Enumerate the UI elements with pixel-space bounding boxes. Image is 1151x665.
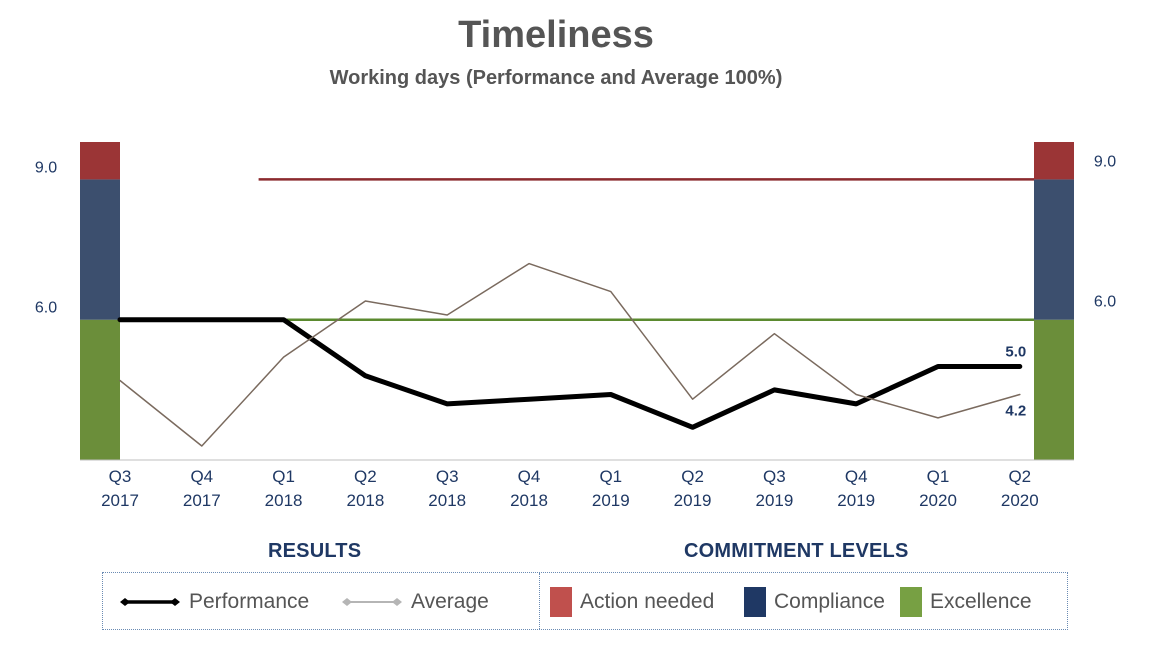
x-tick-quarter-10: Q1 <box>927 467 950 486</box>
compliance-legend-label: Compliance <box>774 590 885 613</box>
action-needed-swatch <box>550 587 572 617</box>
band-right-compliance <box>1034 179 1074 320</box>
x-tick-year-1: 2017 <box>183 491 221 510</box>
x-tick-year-5: 2018 <box>510 491 548 510</box>
legend-excellence: Excellence <box>900 573 1032 631</box>
x-tick-year-10: 2020 <box>919 491 957 510</box>
series-line-average <box>119 262 1021 447</box>
x-tick-year-4: 2018 <box>428 491 466 510</box>
performance-line-icon <box>120 598 180 606</box>
x-tick-year-2: 2018 <box>265 491 303 510</box>
legend-box: Performance Average Action needed Compli… <box>102 572 1068 630</box>
x-tick-year-0: 2017 <box>101 491 139 510</box>
y-tick-right-9.0: 9.0 <box>1094 153 1116 170</box>
average-legend-label: Average <box>411 590 489 613</box>
x-tick-year-9: 2019 <box>837 491 875 510</box>
x-tick-quarter-9: Q4 <box>845 467 868 486</box>
average-line-icon <box>342 598 402 606</box>
x-tick-quarter-1: Q4 <box>190 467 213 486</box>
legend-action-needed: Action needed <box>550 573 714 631</box>
data-label-5.0: 5.0 <box>1005 343 1026 360</box>
x-tick-quarter-3: Q2 <box>354 467 377 486</box>
legend-performance: Performance <box>119 573 309 631</box>
legend-divider <box>539 573 541 629</box>
x-tick-quarter-7: Q2 <box>681 467 704 486</box>
x-tick-quarter-8: Q3 <box>763 467 786 486</box>
x-tick-year-8: 2019 <box>755 491 793 510</box>
x-tick-year-6: 2019 <box>592 491 630 510</box>
x-tick-quarter-6: Q1 <box>599 467 622 486</box>
y-tick-left-6.0: 6.0 <box>35 300 57 317</box>
data-label-4.2: 4.2 <box>1005 403 1026 420</box>
x-tick-quarter-11: Q2 <box>1008 467 1031 486</box>
chart-subtitle: Working days (Performance and Average 10… <box>329 67 783 89</box>
chart-title: Timeliness <box>458 14 654 56</box>
y-tick-right-6.0: 6.0 <box>1094 294 1116 311</box>
excellence-legend-label: Excellence <box>930 590 1032 613</box>
band-right-excellence <box>1034 319 1074 460</box>
band-right-action-needed <box>1034 142 1074 180</box>
legend-compliance: Compliance <box>744 573 885 631</box>
x-tick-quarter-2: Q1 <box>272 467 295 486</box>
x-tick-quarter-0: Q3 <box>109 467 132 486</box>
action-needed-legend-label: Action needed <box>580 590 715 613</box>
legend-average: Average <box>341 573 489 631</box>
excellence-swatch <box>900 587 922 617</box>
x-tick-quarter-4: Q3 <box>436 467 459 486</box>
y-tick-left-9.0: 9.0 <box>35 159 57 176</box>
x-tick-year-3: 2018 <box>346 491 384 510</box>
performance-legend-label: Performance <box>189 590 310 613</box>
results-heading: RESULTS <box>268 540 362 562</box>
compliance-swatch <box>744 587 766 617</box>
band-left-excellence <box>80 319 120 460</box>
commitment-levels-heading: COMMITMENT LEVELS <box>684 540 909 562</box>
x-tick-year-11: 2020 <box>1001 491 1039 510</box>
band-left-action-needed <box>80 142 120 180</box>
x-tick-quarter-5: Q4 <box>518 467 541 486</box>
timeliness-chart: 9.0 9.0 6.0 6.0 Q3 2017 Q4 2017 Q1 2018 Q2 2018 Q3 20… <box>35 142 1116 510</box>
band-left-compliance <box>80 179 120 320</box>
series-line-performance <box>117 317 1023 430</box>
x-tick-year-7: 2019 <box>674 491 712 510</box>
